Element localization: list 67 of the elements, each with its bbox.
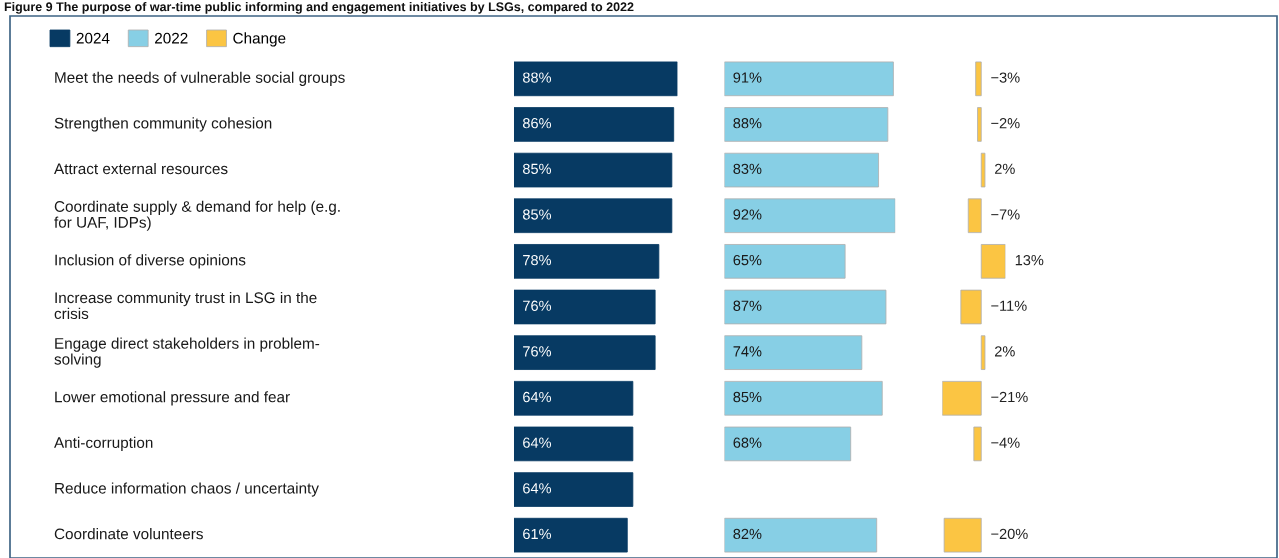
bar — [514, 152, 673, 188]
data-label: −21% — [991, 391, 1028, 403]
data-label: 65% — [733, 254, 762, 266]
data-label: 91% — [733, 72, 762, 83]
data-label: 74% — [733, 346, 762, 357]
y-tick-label: Increase community trust in LSG in the crisis — [54, 291, 317, 320]
text: Change — [233, 32, 286, 47]
bar — [724, 335, 863, 370]
bar — [724, 380, 883, 416]
data-label: 92% — [733, 209, 762, 220]
y-tick-label: Lower emotional pressure and fear — [55, 391, 290, 406]
data-label: 88% — [522, 72, 552, 83]
y-tick-label: Coordinate volunteers — [54, 528, 203, 540]
data-label: −7% — [991, 209, 1020, 220]
bar — [724, 107, 889, 142]
data-label: 88% — [733, 118, 762, 129]
y-tick-label: Attract external resources — [54, 162, 228, 175]
data-label: 2% — [994, 346, 1015, 357]
data-label: 85% — [522, 209, 552, 220]
data-label: 13% — [1015, 254, 1044, 266]
bar — [514, 335, 656, 370]
data-label: −20% — [991, 528, 1028, 540]
text: Figure 9 The purpose of war-time public informing and engagement initiatives by LSGs, compared to 2022 — [4, 2, 634, 14]
bar — [724, 61, 894, 97]
data-label: −4% — [991, 437, 1020, 448]
data-label: 64% — [523, 391, 552, 403]
bar — [724, 244, 846, 279]
y-tick-label: Coordinate supply & demand for help (e.g. for UAF, IDPs) — [54, 200, 340, 231]
data-label: −11% — [991, 300, 1027, 311]
y-tick-label: Inclusion of diverse opinions — [55, 254, 246, 269]
y-tick-label: Reduce information chaos / uncertainty — [55, 482, 319, 497]
bar — [724, 152, 879, 188]
data-label: 76% — [523, 346, 552, 357]
data-label: 61% — [523, 528, 552, 540]
data-label: 83% — [733, 163, 762, 175]
data-label: 76% — [523, 300, 552, 311]
bar — [514, 61, 678, 97]
legend-label: 2022 — [155, 32, 188, 44]
data-label: 85% — [733, 391, 762, 403]
bar — [724, 426, 852, 462]
bar — [724, 517, 878, 553]
data-label: −2% — [991, 118, 1020, 129]
y-tick-label: Anti-corruption — [54, 436, 153, 452]
data-label: 68% — [733, 437, 762, 448]
y-tick-label: Meet the needs of vulnerable social groups — [55, 71, 345, 86]
bar — [514, 380, 634, 416]
data-label: 85% — [522, 163, 552, 175]
data-label: 64% — [523, 483, 552, 494]
bar — [514, 289, 656, 325]
data-label: 64% — [523, 437, 552, 448]
data-label: 2% — [994, 163, 1015, 174]
y-tick-label: Strengthen community cohesion — [54, 117, 272, 132]
bar — [514, 517, 628, 553]
bar — [724, 289, 887, 325]
data-label: 78% — [523, 254, 552, 266]
data-label: 86% — [522, 118, 552, 129]
bar — [514, 472, 634, 507]
bar — [514, 426, 634, 462]
bar — [514, 198, 673, 234]
bar — [514, 107, 675, 142]
bar — [724, 198, 896, 234]
data-label: −3% — [991, 72, 1020, 83]
y-tick-label: Engage direct stakeholders in problem- solving — [54, 337, 320, 368]
data-label: 82% — [733, 528, 762, 540]
legend-label: 2024 — [76, 32, 110, 44]
data-label: 87% — [733, 300, 762, 311]
bar — [514, 244, 660, 279]
